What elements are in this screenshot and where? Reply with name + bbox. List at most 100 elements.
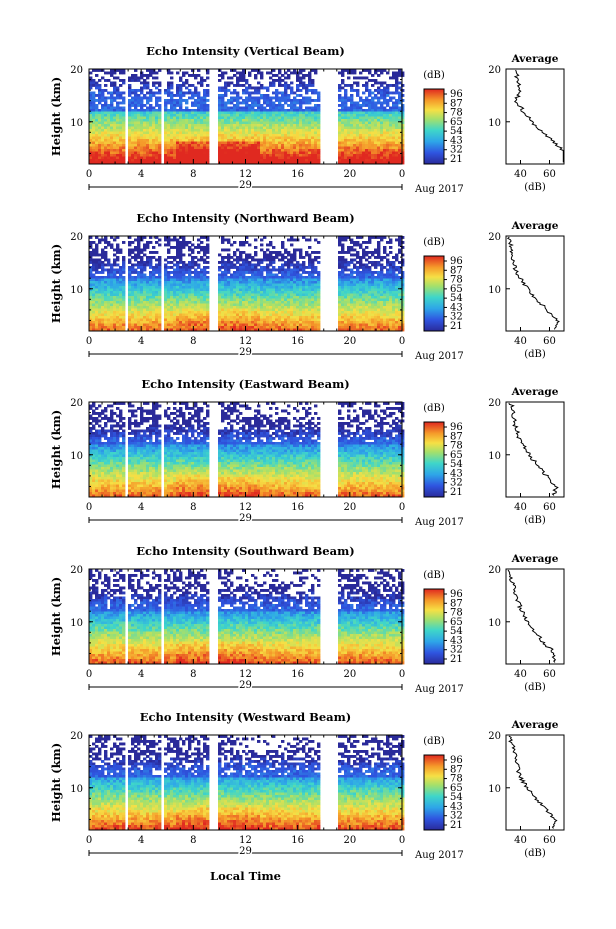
heatmap-cell <box>353 114 357 117</box>
heatmap-cell <box>380 124 384 127</box>
heatmap-cell <box>242 159 246 162</box>
heatmap-cell <box>362 281 366 284</box>
heatmap-cell <box>365 96 369 100</box>
heatmap-cell <box>392 71 396 75</box>
heatmap-cell <box>341 261 345 264</box>
heatmap-cell <box>350 253 354 257</box>
heatmap-cell <box>380 281 384 284</box>
heatmap-cell <box>305 139 309 142</box>
heatmap-cell <box>383 126 387 130</box>
heatmap-cell <box>98 296 102 299</box>
heatmap-cell <box>143 119 147 122</box>
heatmap-cell <box>119 278 123 282</box>
heatmap-cell <box>353 156 357 160</box>
heatmap-cell <box>302 81 306 85</box>
heatmap-cell <box>188 246 192 249</box>
heatmap-cell <box>290 91 294 95</box>
heatmap-cell <box>140 291 144 294</box>
heatmap-cell <box>221 296 225 299</box>
heatmap-cell <box>275 124 279 127</box>
heatmap-cell <box>152 69 156 72</box>
heatmap-cell <box>179 251 183 254</box>
heatmap-cell <box>197 96 201 100</box>
heatmap-cell <box>176 111 180 115</box>
heatmap-cell <box>191 281 195 284</box>
heatmap-cell <box>293 144 297 147</box>
heatmap-cell <box>368 286 372 289</box>
heatmap-cell <box>185 146 189 150</box>
heatmap-cell <box>365 141 369 145</box>
heatmap-cell <box>299 266 303 269</box>
heatmap-cell <box>128 278 132 282</box>
heatmap-cell <box>230 296 234 299</box>
heatmap-cell <box>359 293 363 297</box>
heatmap-cell <box>287 298 291 302</box>
heatmap-cell <box>92 124 96 127</box>
heatmap-cell <box>365 159 369 162</box>
heatmap-cell <box>311 251 315 254</box>
heatmap-cell <box>257 291 261 294</box>
heatmap-cell <box>383 86 387 90</box>
heatmap-cell <box>176 131 180 135</box>
heatmap-cell <box>95 139 99 142</box>
heatmap-cell <box>239 243 243 247</box>
heatmap-cell <box>200 121 204 125</box>
heatmap-cell <box>197 263 201 267</box>
heatmap-cell <box>305 116 309 120</box>
heatmap-cell <box>107 161 111 165</box>
heatmap-cell <box>119 121 123 125</box>
heatmap-cell <box>344 291 348 294</box>
heatmap-cell <box>386 293 390 297</box>
heatmap-cell <box>113 144 117 147</box>
heatmap-cell <box>110 154 114 157</box>
heatmap-cell <box>386 291 390 294</box>
heatmap-cell <box>191 293 195 297</box>
heatmap-cell <box>401 291 405 294</box>
heatmap-cell <box>152 84 156 87</box>
heatmap-cell <box>98 161 102 165</box>
heatmap-cell <box>281 151 285 155</box>
heatmap-cell <box>203 144 207 147</box>
heatmap-cell <box>239 301 243 304</box>
heatmap-cell <box>233 241 237 244</box>
heatmap-cell <box>104 131 108 135</box>
heatmap-cell <box>350 246 354 249</box>
heatmap-cell <box>293 298 297 302</box>
heatmap-cell <box>203 271 207 274</box>
heatmap-cell <box>257 124 261 127</box>
heatmap-cell <box>269 144 273 147</box>
heatmap-cell <box>194 154 198 157</box>
heatmap-cell <box>341 251 345 254</box>
heatmap-cell <box>392 84 396 87</box>
heatmap-cell <box>140 288 144 292</box>
heatmap-cell <box>89 86 93 90</box>
heatmap-cell <box>356 253 360 257</box>
heatmap-cell <box>383 296 387 299</box>
heatmap-cell <box>95 154 99 157</box>
heatmap-cell <box>317 139 321 142</box>
heatmap-cell <box>146 74 150 77</box>
heatmap-cell <box>182 293 186 297</box>
heatmap-cell <box>341 146 345 150</box>
heatmap-cell <box>140 301 144 304</box>
heatmap-cell <box>233 301 237 304</box>
heatmap-cell <box>197 104 201 107</box>
heatmap-cell <box>113 84 117 87</box>
heatmap-cell <box>338 243 342 247</box>
heatmap-cell <box>128 154 132 157</box>
heatmap-cell <box>248 296 252 299</box>
heatmap-cell <box>101 303 105 307</box>
heatmap-cell <box>293 134 297 137</box>
heatmap-cell <box>350 248 354 252</box>
heatmap-cell <box>110 303 114 307</box>
heatmap-cell <box>167 273 171 277</box>
heatmap-cell <box>401 236 405 239</box>
heatmap-cell <box>173 301 177 304</box>
heatmap-cell <box>104 154 108 157</box>
heatmap-cell <box>338 288 342 292</box>
heatmap-cell <box>371 276 375 279</box>
heatmap-cell <box>356 296 360 299</box>
heatmap-cell <box>110 243 114 247</box>
heatmap-cell <box>242 134 246 137</box>
heatmap-cell <box>200 256 204 259</box>
